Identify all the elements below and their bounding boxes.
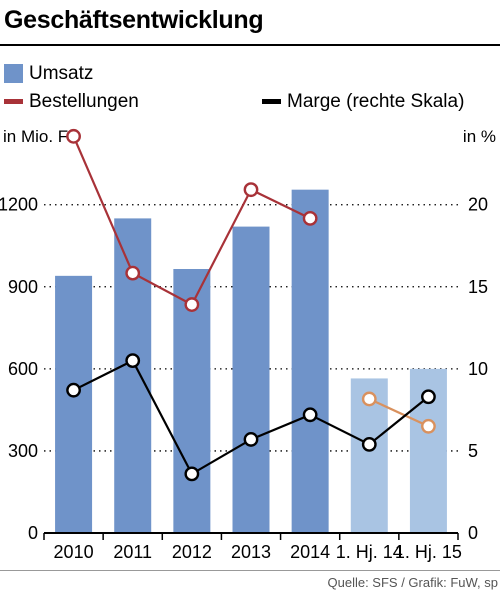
y-tick-label: 1200: [0, 195, 38, 215]
left-axis-unit: in Mio. Fr.: [3, 127, 78, 146]
y-tick-label: 900: [8, 277, 38, 297]
right-axis-unit: in %: [462, 127, 496, 146]
legend-label-marge: Marge (rechte Skala): [287, 91, 465, 112]
point-marge: [243, 432, 259, 447]
x-tick-label: 2011: [113, 542, 152, 562]
source-note: Quelle: SFS / Grafik: FuW, sp: [327, 575, 499, 590]
bar-umsatz: [114, 218, 152, 533]
y2-tick-label: 15: [468, 277, 488, 297]
line-bestellungen: [368, 397, 429, 428]
point-bestellungen: [125, 265, 141, 281]
legend-label-bestellungen: Bestellungen: [29, 91, 139, 112]
point-marge: [66, 382, 81, 398]
point-bestellungen: [361, 391, 377, 407]
chart-title: Geschäftsentwicklung: [4, 6, 264, 34]
x-tick-label: 2014: [290, 542, 330, 562]
point-bestellungen: [302, 210, 318, 226]
y2-tick-label: 0: [468, 523, 478, 543]
title-rule: [0, 44, 500, 46]
bar-umsatz: [55, 275, 93, 533]
y2-tick-label: 10: [468, 359, 488, 379]
legend-marge: Marge (rechte Skala): [262, 91, 464, 113]
x-tick-label: 2013: [231, 542, 271, 562]
point-marge: [184, 466, 200, 482]
point-marge: [125, 353, 141, 369]
y-tick-label: 300: [8, 441, 38, 461]
point-bestellungen: [243, 182, 259, 198]
x-tick-label: 2012: [172, 542, 212, 562]
bar-umsatz: [291, 189, 329, 534]
point-bestellungen: [421, 418, 436, 434]
point-marge: [361, 436, 377, 452]
bar-umsatz: [232, 226, 270, 533]
footer-rule: [0, 570, 500, 571]
x-tick-label: 2010: [54, 542, 94, 562]
point-bestellungen: [66, 128, 81, 144]
point-bestellungen: [184, 297, 200, 312]
legend-line-swatch: [262, 99, 281, 105]
bar-umsatz: [173, 269, 211, 533]
legend-line-swatch: [4, 99, 23, 105]
x-tick-label: 1. Hj. 15: [395, 542, 462, 562]
y-tick-label: 0: [28, 523, 38, 543]
y-tick-label: 600: [8, 359, 38, 379]
legend-bar-swatch: [4, 64, 23, 84]
point-marge: [302, 407, 318, 423]
y2-tick-label: 5: [468, 441, 478, 461]
point-marge: [421, 389, 436, 405]
legend-label-umsatz: Umsatz: [29, 63, 94, 84]
y2-tick-label: 20: [468, 195, 488, 215]
legend-bestellungen: Bestellungen: [4, 91, 139, 113]
x-tick-label: 1. Hj. 14: [336, 542, 403, 562]
legend-umsatz: Umsatz: [4, 63, 93, 85]
